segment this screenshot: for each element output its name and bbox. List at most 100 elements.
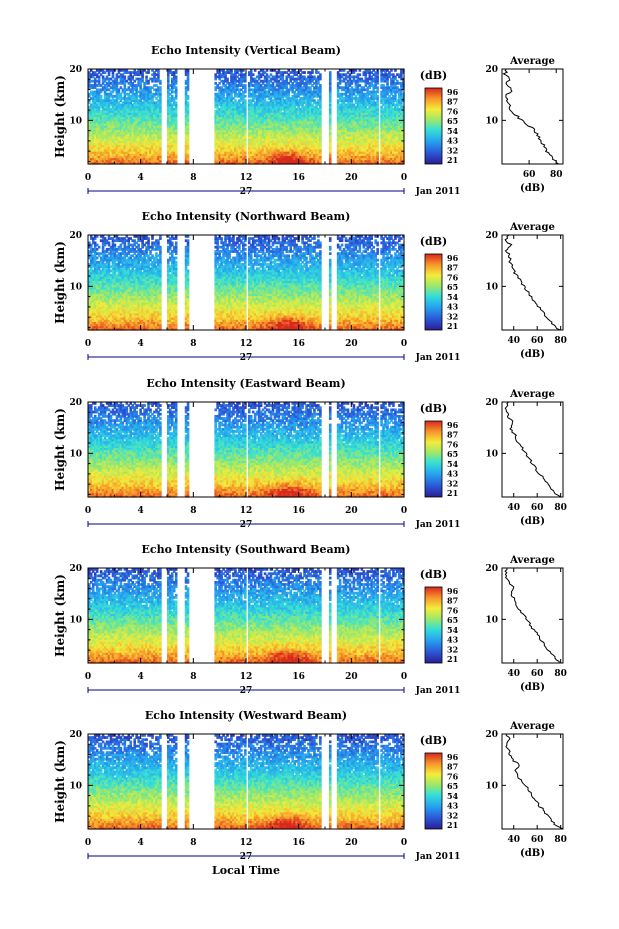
heatmap-cell	[295, 146, 298, 150]
heatmap-cell	[168, 105, 172, 109]
heatmap-cell	[224, 73, 227, 77]
heatmap-cell	[214, 133, 217, 137]
heatmap-cell	[289, 112, 293, 115]
heatmap-cell	[259, 138, 263, 141]
heatmap-cell	[105, 138, 109, 141]
heatmap-cell	[289, 122, 293, 126]
heatmap-cell	[287, 161, 291, 165]
heatmap-cell	[285, 101, 289, 105]
heatmap-cell	[117, 101, 121, 105]
heatmap-cell	[145, 107, 148, 111]
heatmap-cell	[97, 127, 101, 131]
heatmap-cell	[123, 138, 127, 141]
heatmap-cell	[303, 118, 306, 122]
heatmap-cell	[273, 105, 277, 109]
heatmap-cell	[113, 79, 117, 83]
heatmap-cell	[293, 84, 296, 87]
heatmap-cell	[147, 155, 150, 159]
heatmap-cell	[291, 94, 295, 98]
heatmap-cell	[236, 110, 239, 113]
heatmap-cell	[109, 118, 113, 122]
heatmap-cell	[111, 75, 115, 79]
heatmap-cell	[287, 88, 291, 92]
heatmap-cell	[151, 138, 154, 141]
heatmap-cell	[141, 79, 144, 83]
heatmap-cell	[157, 151, 160, 154]
heatmap-cell	[119, 81, 123, 85]
heatmap-cell	[238, 73, 241, 77]
heatmap-cell	[277, 153, 281, 156]
heatmap-cell	[303, 151, 306, 154]
heatmap-cell	[228, 81, 231, 85]
heatmap-cell	[167, 71, 170, 74]
heatmap-cell	[151, 127, 154, 131]
heatmap-cell	[216, 155, 219, 159]
heatmap-cell	[287, 90, 291, 94]
heatmap-cell	[129, 103, 133, 107]
heatmap-cell	[240, 116, 243, 120]
heatmap-cell	[127, 161, 131, 165]
heatmap-cell	[135, 129, 138, 133]
heatmap-cell	[139, 101, 142, 105]
heatmap-cell	[119, 105, 123, 109]
heatmap-cell	[88, 144, 91, 148]
heatmap-cell	[315, 151, 318, 154]
heatmap-cell	[240, 120, 243, 124]
heatmap-cell	[257, 135, 261, 139]
heatmap-cell	[261, 131, 265, 135]
heatmap-cell	[125, 133, 129, 137]
heatmap-cell	[149, 88, 152, 92]
heatmap-cell	[307, 127, 310, 131]
heatmap-cell	[137, 144, 140, 148]
heatmap-cell	[269, 84, 273, 87]
heatmap-cell	[313, 118, 316, 122]
heatmap-cell	[307, 138, 310, 141]
heatmap-cell	[253, 114, 257, 118]
heatmap-cell	[273, 146, 277, 150]
heatmap-cell	[99, 142, 103, 146]
heatmap-cell	[101, 142, 105, 146]
heatmap-cell	[121, 97, 125, 100]
heatmap-cell	[313, 144, 316, 148]
heatmap-cell	[172, 75, 176, 79]
heatmap-cell	[157, 71, 160, 74]
heatmap-cell	[137, 116, 140, 120]
heatmap-cell	[259, 75, 263, 79]
heatmap-cell	[139, 151, 142, 154]
heatmap-cell	[89, 140, 93, 144]
heatmap-cell	[186, 146, 190, 150]
heatmap-cell	[123, 153, 127, 156]
heatmap-cell	[313, 159, 316, 163]
heatmap-cell	[129, 125, 133, 128]
heatmap-cell	[271, 131, 275, 135]
heatmap-cell	[289, 153, 293, 156]
heatmap-cell	[265, 138, 269, 141]
heatmap-cell	[131, 131, 135, 135]
heatmap-cell	[226, 81, 229, 85]
heatmap-cell	[257, 75, 261, 79]
heatmap-cell	[147, 125, 150, 128]
heatmap-cell	[232, 144, 235, 148]
heatmap-cell	[99, 112, 103, 115]
heatmap-cell	[105, 155, 109, 159]
heatmap-cell	[263, 122, 267, 126]
heatmap-cell	[218, 129, 221, 133]
heatmap-cell	[232, 101, 235, 105]
heatmap-cell	[249, 103, 253, 107]
heatmap-cell	[303, 140, 306, 144]
heatmap-cell	[255, 157, 259, 161]
heatmap-cell	[291, 133, 295, 137]
heatmap-cell	[145, 75, 148, 79]
heatmap-cell	[186, 114, 190, 118]
panel-title: Echo Intensity (Vertical Beam)	[151, 44, 341, 57]
heatmap-cell	[129, 84, 133, 87]
heatmap-cell	[139, 148, 142, 152]
heatmap-cell	[267, 127, 271, 131]
heatmap-cell	[91, 161, 95, 165]
heatmap-cell	[222, 125, 225, 128]
heatmap-cell	[277, 127, 281, 131]
heatmap-cell	[247, 120, 251, 124]
heatmap-cell	[220, 107, 223, 111]
heatmap-cell	[143, 142, 146, 146]
heatmap-cell	[172, 155, 176, 159]
